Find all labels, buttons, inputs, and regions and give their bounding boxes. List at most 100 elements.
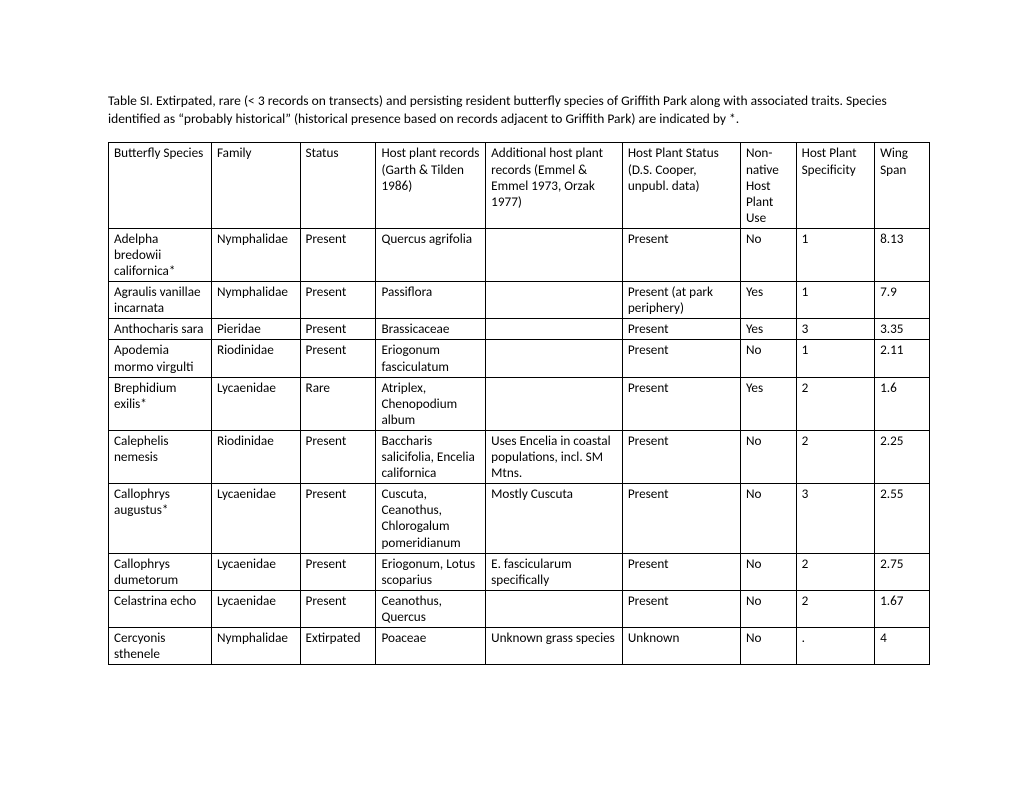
- cell-species: Anthocharis sara: [109, 319, 212, 340]
- table-row: Cercyonis sthenele Nymphalidae Extirpate…: [109, 627, 930, 664]
- table-row: Calephelis nemesis Riodinidae Present Ba…: [109, 430, 930, 483]
- table-row: Brephidium exilis* Lycaenidae Rare Atrip…: [109, 377, 930, 430]
- cell-species: Callophrys dumetorum: [109, 553, 212, 590]
- table-row: Callophrys dumetorum Lycaenidae Present …: [109, 553, 930, 590]
- col-species: Butterfly Species: [109, 143, 212, 228]
- cell-wingspan: 3.35: [875, 319, 930, 340]
- cell-host-status: Present: [622, 228, 740, 281]
- cell-family: Pieridae: [211, 319, 300, 340]
- cell-wingspan: 2.55: [875, 484, 930, 553]
- cell-host-status: Present: [622, 319, 740, 340]
- cell-specificity: 1: [796, 340, 874, 377]
- cell-wingspan: 7.9: [875, 282, 930, 319]
- cell-family: Lycaenidae: [211, 590, 300, 627]
- col-nonnative: Non-native Host Plant Use: [740, 143, 796, 228]
- cell-status: Present: [300, 553, 376, 590]
- cell-nonnative: No: [740, 430, 796, 483]
- cell-host-garth: Cuscuta, Ceanothus, Chlorogalum pomeridi…: [376, 484, 486, 553]
- table-row: Callophrys augustus* Lycaenidae Present …: [109, 484, 930, 553]
- table-row: Adelpha bredowii californica* Nymphalida…: [109, 228, 930, 281]
- table-body: Adelpha bredowii californica* Nymphalida…: [109, 228, 930, 664]
- cell-status: Present: [300, 228, 376, 281]
- cell-host-status: Unknown: [622, 627, 740, 664]
- cell-nonnative: No: [740, 228, 796, 281]
- cell-wingspan: 8.13: [875, 228, 930, 281]
- cell-host-status: Present: [622, 484, 740, 553]
- cell-host-addl: [486, 340, 623, 377]
- cell-nonnative: No: [740, 627, 796, 664]
- cell-species: Callophrys augustus*: [109, 484, 212, 553]
- col-host-garth: Host plant records (Garth & Tilden 1986): [376, 143, 486, 228]
- cell-family: Nymphalidae: [211, 228, 300, 281]
- cell-host-garth: Poaceae: [376, 627, 486, 664]
- cell-status: Present: [300, 340, 376, 377]
- cell-status: Present: [300, 430, 376, 483]
- cell-wingspan: 1.6: [875, 377, 930, 430]
- cell-nonnative: Yes: [740, 282, 796, 319]
- cell-nonnative: No: [740, 340, 796, 377]
- cell-wingspan: 4: [875, 627, 930, 664]
- col-family: Family: [211, 143, 300, 228]
- cell-status: Present: [300, 319, 376, 340]
- cell-host-status: Present: [622, 553, 740, 590]
- cell-species: Agraulis vanillae incarnata: [109, 282, 212, 319]
- cell-host-garth: Quercus agrifolia: [376, 228, 486, 281]
- cell-host-garth: Passiflora: [376, 282, 486, 319]
- cell-host-garth: Ceanothus, Quercus: [376, 590, 486, 627]
- cell-wingspan: 2.25: [875, 430, 930, 483]
- cell-specificity: 2: [796, 590, 874, 627]
- cell-family: Lycaenidae: [211, 377, 300, 430]
- cell-family: Lycaenidae: [211, 484, 300, 553]
- cell-host-garth: Eriogonum, Lotus scoparius: [376, 553, 486, 590]
- cell-species: Celastrina echo: [109, 590, 212, 627]
- cell-family: Riodinidae: [211, 340, 300, 377]
- cell-specificity: 2: [796, 553, 874, 590]
- cell-host-garth: Baccharis salicifolia, Encelia californi…: [376, 430, 486, 483]
- cell-host-addl: [486, 590, 623, 627]
- cell-specificity: 3: [796, 319, 874, 340]
- table-row: Apodemia mormo virgulti Riodinidae Prese…: [109, 340, 930, 377]
- col-host-addl: Additional host plant records (Emmel & E…: [486, 143, 623, 228]
- cell-nonnative: Yes: [740, 319, 796, 340]
- cell-host-addl: [486, 377, 623, 430]
- cell-nonnative: No: [740, 553, 796, 590]
- table-row: Agraulis vanillae incarnata Nymphalidae …: [109, 282, 930, 319]
- cell-species: Calephelis nemesis: [109, 430, 212, 483]
- cell-family: Nymphalidae: [211, 627, 300, 664]
- cell-status: Present: [300, 484, 376, 553]
- cell-nonnative: No: [740, 484, 796, 553]
- cell-host-status: Present: [622, 340, 740, 377]
- table-header-row: Butterfly Species Family Status Host pla…: [109, 143, 930, 228]
- col-host-status: Host Plant Status (D.S. Cooper, unpubl. …: [622, 143, 740, 228]
- col-wingspan: Wing Span: [875, 143, 930, 228]
- table-row: Anthocharis sara Pieridae Present Brassi…: [109, 319, 930, 340]
- cell-nonnative: Yes: [740, 377, 796, 430]
- cell-species: Adelpha bredowii californica*: [109, 228, 212, 281]
- cell-host-garth: Brassicaceae: [376, 319, 486, 340]
- page: Table SI. Extirpated, rare (< 3 records …: [0, 0, 1020, 788]
- cell-wingspan: 1.67: [875, 590, 930, 627]
- cell-host-status: Present: [622, 590, 740, 627]
- cell-host-status: Present: [622, 430, 740, 483]
- cell-specificity: 1: [796, 228, 874, 281]
- cell-host-addl: Mostly Cuscuta: [486, 484, 623, 553]
- cell-host-garth: Atriplex, Chenopodium album: [376, 377, 486, 430]
- cell-specificity: 1: [796, 282, 874, 319]
- cell-species: Brephidium exilis*: [109, 377, 212, 430]
- cell-status: Present: [300, 590, 376, 627]
- cell-wingspan: 2.11: [875, 340, 930, 377]
- cell-family: Nymphalidae: [211, 282, 300, 319]
- cell-specificity: 2: [796, 377, 874, 430]
- cell-status: Rare: [300, 377, 376, 430]
- table-row: Celastrina echo Lycaenidae Present Ceano…: [109, 590, 930, 627]
- col-status: Status: [300, 143, 376, 228]
- cell-specificity: 2: [796, 430, 874, 483]
- cell-specificity: 3: [796, 484, 874, 553]
- cell-host-addl: E. fascicularum specifically: [486, 553, 623, 590]
- cell-specificity: .: [796, 627, 874, 664]
- cell-host-addl: [486, 228, 623, 281]
- table-caption: Table SI. Extirpated, rare (< 3 records …: [108, 92, 930, 128]
- cell-status: Extirpated: [300, 627, 376, 664]
- cell-host-addl: Uses Encelia in coastal populations, inc…: [486, 430, 623, 483]
- species-table: Butterfly Species Family Status Host pla…: [108, 142, 930, 665]
